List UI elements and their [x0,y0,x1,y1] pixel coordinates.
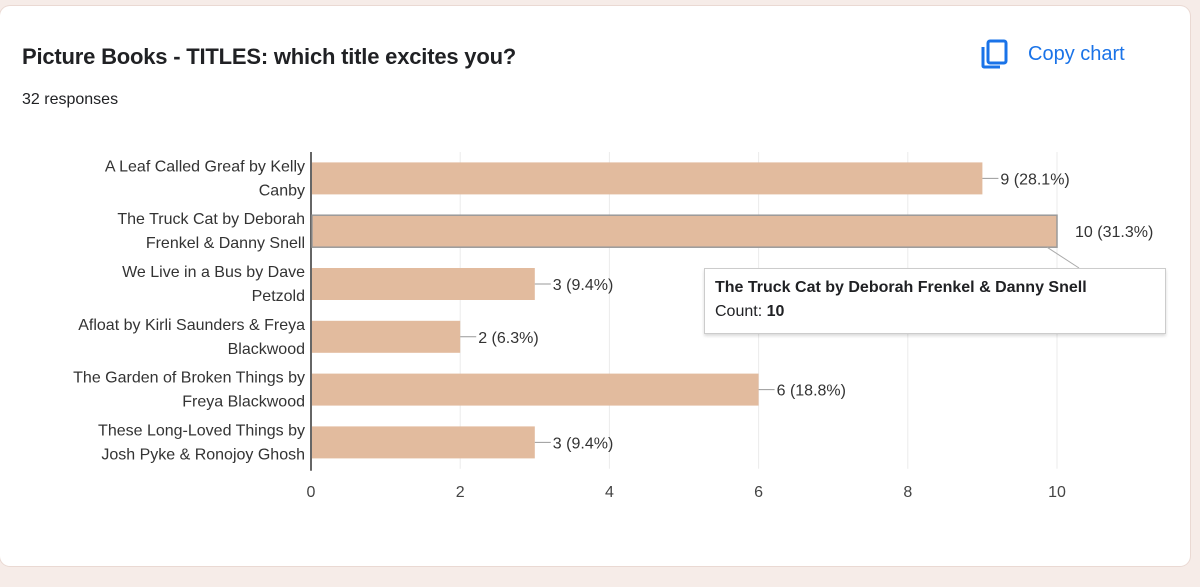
data-label: 3 (9.4%) [553,435,613,452]
x-tick-label: 10 [1048,484,1066,501]
x-tick-label: 2 [456,484,465,501]
data-label: 6 (18.8%) [777,383,846,400]
tooltip-count: Count: 10 [715,303,1155,321]
bar [311,214,1058,248]
data-label: 2 (6.3%) [478,330,538,347]
data-label: 9 (28.1%) [1000,171,1069,188]
bar [312,268,535,300]
bar [312,320,461,353]
category-label: These Long-Loved Things by [98,422,305,439]
category-label: Petzold [252,288,305,305]
response-count: 32 responses [22,91,119,108]
chart-tooltip: The Truck Cat by Deborah Frenkel & Danny… [704,268,1166,334]
x-tick-label: 0 [307,484,316,501]
copy-chart-label: Copy chart [1028,42,1125,65]
bar [312,426,535,459]
bar [312,162,983,195]
data-label: 3 (9.4%) [553,277,613,294]
tooltip-title: The Truck Cat by Deborah Frenkel & Danny… [715,279,1087,296]
data-label: 10 (31.3%) [1075,224,1153,241]
copy-chart-button[interactable]: Copy chart [978,36,1125,72]
category-label: The Truck Cat by Deborah [117,211,305,228]
category-label: We Live in a Bus by Dave [122,264,305,281]
tooltip-count-value: 10 [766,303,785,320]
category-label: Afloat by Kirli Saunders & Freya [78,317,305,334]
category-label: Canby [259,182,305,199]
category-label: Frenkel & Danny Snell [146,235,305,252]
x-tick-label: 8 [903,484,912,501]
x-tick-label: 6 [754,484,763,501]
x-tick-label: 4 [605,484,614,501]
copy-icon [978,38,1010,70]
category-label: Blackwood [228,341,305,358]
category-label: Freya Blackwood [182,394,305,411]
tooltip-count-label: Count: [715,303,763,320]
category-label: The Garden of Broken Things by [73,370,305,387]
bar [312,373,759,406]
chart-title: Picture Books - TITLES: which title exci… [22,44,517,69]
tooltip-connector [1046,246,1080,269]
category-label: Josh Pyke & Ronojoy Ghosh [101,446,305,463]
category-label: A Leaf Called Greaf by Kelly [105,158,305,175]
